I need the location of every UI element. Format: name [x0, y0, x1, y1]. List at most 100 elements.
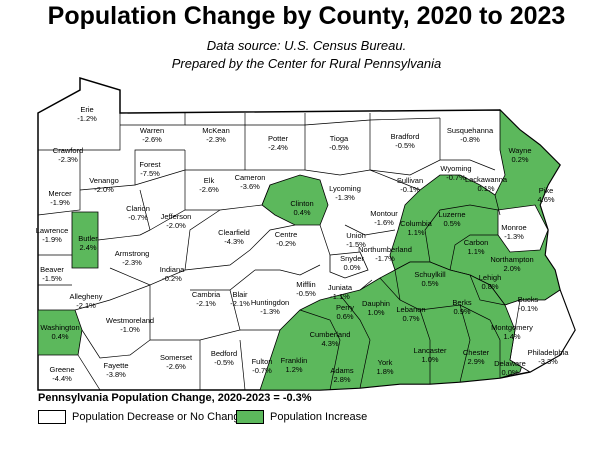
county-name-huntingdon: Huntingdon [251, 298, 289, 307]
county-name-bedford: Bedford [211, 349, 237, 358]
county-change-allegheny: -2.1% [76, 301, 96, 310]
region-butler [71, 211, 99, 269]
county-change-washington: 0.4% [51, 332, 68, 341]
county-change-dauphin: 1.0% [367, 308, 384, 317]
county-change-adams: 2.8% [333, 375, 350, 384]
county-name-washington: Washington [40, 323, 79, 332]
county-change-wyoming: -0.7% [446, 173, 466, 182]
county-name-philadelphia: Philadelphia [528, 348, 570, 357]
county-change-union: -1.5% [346, 240, 366, 249]
county-name-northumberland: Northumberland [358, 245, 412, 254]
county-change-centre: -0.2% [276, 239, 296, 248]
county-change-erie: -1.2% [77, 114, 97, 123]
county-change-clinton: 0.4% [293, 208, 310, 217]
region-snyder [329, 251, 369, 279]
county-change-butler: 2.4% [79, 243, 96, 252]
county-name-lackawanna: Lackawanna [465, 175, 508, 184]
legend-increase: Population Increase [236, 410, 367, 424]
county-change-bradford: -0.5% [395, 141, 415, 150]
county-change-susquehanna: -0.8% [460, 135, 480, 144]
legend-decrease-label: Population Decrease or No Change [72, 411, 246, 423]
county-name-jefferson: Jefferson [161, 212, 192, 221]
county-name-pike: Pike [539, 186, 554, 195]
county-name-cumberland: Cumberland [310, 330, 351, 339]
county-boundaries [37, 113, 521, 391]
county-change-lawrence: -1.9% [42, 235, 62, 244]
statewide-change: Pennsylvania Population Change, 2020-202… [38, 392, 312, 404]
county-name-wyoming: Wyoming [440, 164, 471, 173]
county-change-luzerne: 0.5% [443, 219, 460, 228]
county-name-adams: Adams [330, 366, 354, 375]
county-change-snyder: 0.0% [343, 263, 360, 272]
county-change-chester: 2.9% [467, 357, 484, 366]
county-name-beaver: Beaver [40, 265, 64, 274]
county-change-northampton: 2.0% [503, 264, 520, 273]
county-name-lebanon: Lebanon [396, 305, 425, 314]
county-name-centre: Centre [275, 230, 298, 239]
county-change-warren: -2.6% [142, 135, 162, 144]
county-change-westmoreland: -1.0% [120, 325, 140, 334]
county-name-wayne: Wayne [508, 146, 531, 155]
county-name-montour: Montour [370, 209, 398, 218]
county-name-berks: Berks [452, 298, 471, 307]
county-change-wayne: 0.2% [511, 155, 528, 164]
county-change-perry: 0.6% [336, 312, 353, 321]
county-change-clarion: -0.7% [128, 213, 148, 222]
county-change-elk: -2.6% [199, 185, 219, 194]
county-name-mifflin: Mifflin [296, 280, 315, 289]
county-name-susquehanna: Susquehanna [447, 126, 494, 135]
county-name-forest: Forest [139, 160, 161, 169]
county-name-columbia: Columbia [400, 219, 433, 228]
county-name-northampton: Northampton [490, 255, 533, 264]
map-subtitle-credit: Prepared by the Center for Rural Pennsyl… [171, 56, 442, 71]
county-change-mckean: -2.3% [206, 135, 226, 144]
county-name-snyder: Snyder [340, 254, 364, 263]
county-name-clearfield: Clearfield [218, 228, 250, 237]
legend-decrease: Population Decrease or No Change [38, 410, 246, 424]
county-change-lancaster: 1.0% [421, 355, 438, 364]
county-change-montour: -1.6% [374, 218, 394, 227]
county-name-perry: Perry [336, 303, 354, 312]
county-name-venango: Venango [89, 176, 119, 185]
county-change-potter: -2.4% [268, 143, 288, 152]
county-change-lehigh: 0.8% [481, 282, 498, 291]
county-change-beaver: -1.5% [42, 274, 62, 283]
county-change-northumberland: -1.7% [375, 254, 395, 263]
county-name-monroe: Monroe [501, 223, 526, 232]
county-name-tioga: Tioga [330, 134, 349, 143]
county-name-warren: Warren [140, 126, 164, 135]
county-name-lancaster: Lancaster [414, 346, 447, 355]
county-change-montgomery: 1.4% [503, 332, 520, 341]
county-change-cameron: -3.6% [240, 182, 260, 191]
county-name-crawford: Crawford [53, 146, 83, 155]
county-change-fulton: -0.7% [252, 366, 272, 375]
county-name-greene: Greene [49, 365, 74, 374]
county-change-bucks: -0.1% [518, 304, 538, 313]
county-name-delaware: Delaware [494, 359, 526, 368]
county-change-lycoming: -1.3% [335, 193, 355, 202]
decrease-overlays [329, 204, 576, 373]
county-change-tioga: -0.5% [329, 143, 349, 152]
county-name-lehigh: Lehigh [479, 273, 502, 282]
county-labels: Erie-1.2%Warren-2.6%McKean-2.3% Potter-2.… [36, 105, 570, 384]
county-change-mifflin: -0.5% [296, 289, 316, 298]
county-name-clarion: Clarion [126, 204, 150, 213]
county-change-carbon: 1.1% [467, 247, 484, 256]
county-name-bucks: Bucks [518, 295, 539, 304]
county-change-pike: 4.6% [537, 195, 554, 204]
county-name-potter: Potter [268, 134, 289, 143]
county-change-clearfield: -4.3% [224, 237, 244, 246]
county-name-mckean: McKean [202, 126, 230, 135]
county-change-venango: -2.0% [94, 185, 114, 194]
county-change-york: 1.8% [376, 367, 393, 376]
county-name-franklin: Franklin [281, 356, 308, 365]
legend-decrease-swatch [38, 410, 66, 424]
county-name-mercer: Mercer [48, 189, 72, 198]
county-change-cambria: -2.1% [196, 299, 216, 308]
county-change-mercer: -1.9% [50, 198, 70, 207]
county-name-chester: Chester [463, 348, 490, 357]
legend-increase-label: Population Increase [270, 411, 368, 423]
county-name-montgomery: Montgomery [491, 323, 533, 332]
county-name-blair: Blair [232, 290, 248, 299]
